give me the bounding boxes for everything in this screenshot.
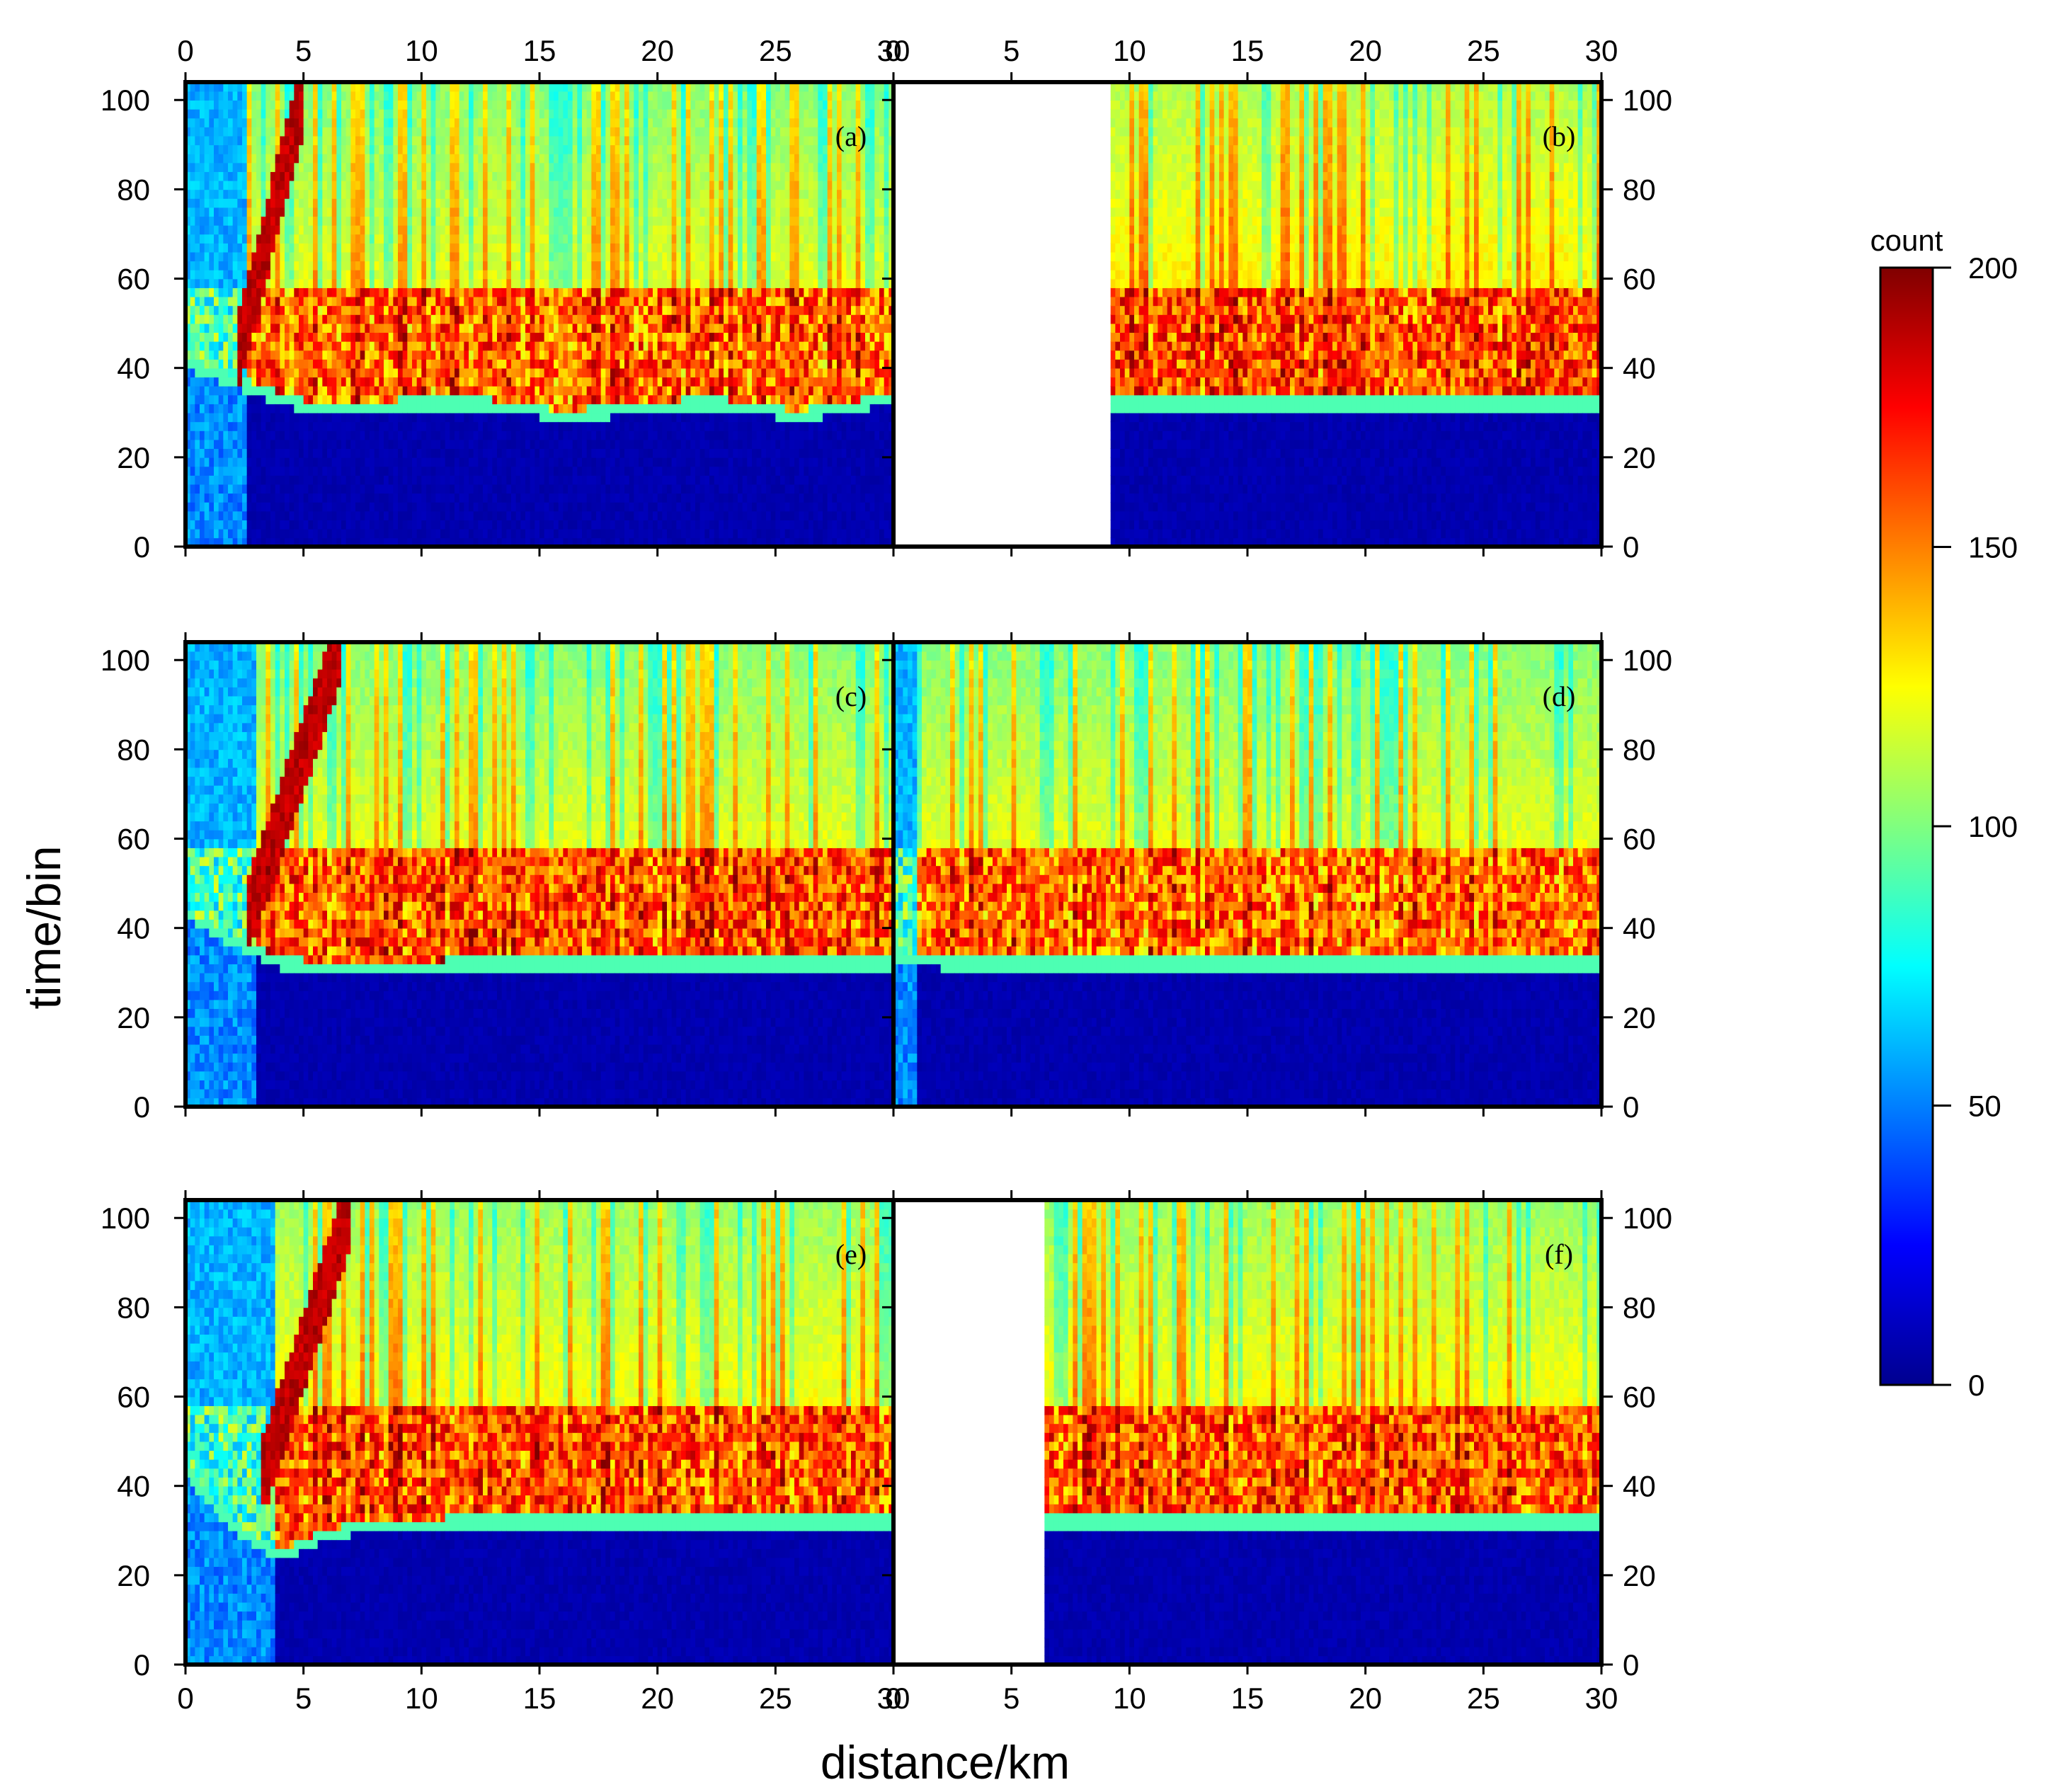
x-tick-label: 20 — [641, 1682, 674, 1715]
y-tick-label: 80 — [1623, 173, 1656, 206]
y-axis-title: time/bin — [18, 845, 70, 1009]
panel-label-d: (d) — [1543, 680, 1576, 712]
y-tick-label: 100 — [101, 1202, 150, 1235]
y-tick-label: 60 — [1623, 1381, 1656, 1414]
x-tick-label: 0 — [177, 34, 193, 67]
colorbar-title: count — [1870, 224, 1943, 257]
heatmap-d — [893, 642, 1601, 1107]
y-tick-label: 0 — [1623, 1648, 1639, 1682]
x-tick-label: 5 — [1003, 1682, 1019, 1715]
y-tick-label: 0 — [134, 1090, 150, 1124]
y-tick-label: 60 — [117, 823, 150, 856]
x-tick-label: 15 — [1231, 34, 1264, 67]
y-tick-label: 0 — [134, 530, 150, 564]
x-tick-label: 15 — [523, 34, 556, 67]
y-tick-label: 100 — [101, 644, 150, 677]
y-tick-label: 60 — [117, 1381, 150, 1414]
y-tick-label: 0 — [134, 1648, 150, 1682]
y-tick-label: 80 — [1623, 1291, 1656, 1324]
y-tick-label: 20 — [117, 1001, 150, 1034]
y-tick-label: 40 — [1623, 1470, 1656, 1503]
colorbar-tick-label: 0 — [1968, 1369, 1984, 1402]
y-tick-label: 80 — [117, 1291, 150, 1324]
x-tick-label: 5 — [1003, 34, 1019, 67]
x-tick-label: 20 — [1349, 34, 1382, 67]
x-tick-label: 25 — [759, 34, 792, 67]
x-tick-label: 10 — [405, 34, 438, 67]
x-tick-label: 20 — [1349, 1682, 1382, 1715]
x-tick-label: 0 — [885, 34, 901, 67]
y-tick-label: 0 — [1623, 1090, 1639, 1124]
y-tick-label: 100 — [1623, 84, 1672, 117]
panel-d: 0 20 40 60 80 100 (d) — [882, 632, 1672, 1124]
heatmap-a — [185, 82, 893, 547]
y-tick-label: 40 — [117, 352, 150, 385]
y-tick-label: 20 — [117, 1559, 150, 1592]
colorbar-ticks: 0 50 100 150 200 — [1933, 251, 2018, 1402]
y-tick-label: 80 — [117, 173, 150, 206]
x-tick-label: 30 — [877, 34, 910, 67]
y-tick-label: 100 — [1623, 644, 1672, 677]
x-tick-label: 10 — [405, 1682, 438, 1715]
y-tick-label: 40 — [1623, 352, 1656, 385]
y-tick-label: 80 — [1623, 733, 1656, 766]
y-tick-label: 20 — [1623, 441, 1656, 474]
heatmap-c — [185, 642, 893, 1107]
y-tick-label: 60 — [117, 263, 150, 296]
y-tick-label: 0 — [1623, 530, 1639, 564]
x-tick-label: 15 — [1231, 1682, 1264, 1715]
colorbar-tick-label: 100 — [1968, 810, 2018, 843]
x-tick-label: 0 — [885, 1682, 901, 1715]
y-tick-label: 20 — [117, 441, 150, 474]
y-tick-label: 40 — [117, 912, 150, 945]
y-tick-label: 20 — [1623, 1559, 1656, 1592]
colorbar: count 0 50 100 150 200 — [1870, 224, 2018, 1402]
heatmap-e — [185, 1200, 893, 1665]
y-tick-label: 100 — [1623, 1202, 1672, 1235]
heatmap-b — [893, 82, 1601, 547]
x-tick-label: 30 — [1585, 34, 1618, 67]
x-tick-label: 5 — [295, 1682, 312, 1715]
x-tick-label: 25 — [1467, 1682, 1500, 1715]
y-tick-label: 60 — [1623, 823, 1656, 856]
x-tick-label: 10 — [1113, 1682, 1146, 1715]
x-tick-label: 30 — [1585, 1682, 1618, 1715]
colorbar-gradient — [1879, 266, 1934, 1386]
y-tick-label: 40 — [117, 1470, 150, 1503]
x-tick-label: 10 — [1113, 34, 1146, 67]
panel-label-c: (c) — [835, 680, 867, 712]
y-tick-label: 80 — [117, 733, 150, 766]
colorbar-tick-label: 200 — [1968, 251, 2018, 285]
colorbar-tick-label: 150 — [1968, 531, 2018, 564]
panel-c: 0 20 40 60 80 100 (c) — [101, 632, 905, 1124]
panel-label-a: (a) — [835, 120, 867, 152]
heatmap-f — [893, 1200, 1601, 1665]
panel-label-b: (b) — [1543, 120, 1576, 152]
colorbar-tick-label: 50 — [1968, 1090, 2001, 1123]
x-tick-label: 25 — [759, 1682, 792, 1715]
x-tick-label: 30 — [877, 1682, 910, 1715]
panel-label-f: (f) — [1545, 1238, 1573, 1270]
x-axis-title: distance/km — [821, 1736, 1070, 1788]
panel-b: 0 5 10 15 20 25 30 0 20 40 60 80 100 (b) — [882, 34, 1672, 564]
x-tick-label: 20 — [641, 34, 674, 67]
y-tick-label: 100 — [101, 84, 150, 117]
panel-label-e: (e) — [835, 1238, 867, 1270]
y-tick-label: 20 — [1623, 1001, 1656, 1034]
x-tick-label: 25 — [1467, 34, 1500, 67]
y-tick-label: 60 — [1623, 263, 1656, 296]
x-tick-label: 0 — [177, 1682, 193, 1715]
y-tick-label: 40 — [1623, 912, 1656, 945]
x-tick-label: 5 — [295, 34, 312, 67]
x-tick-label: 15 — [523, 1682, 556, 1715]
